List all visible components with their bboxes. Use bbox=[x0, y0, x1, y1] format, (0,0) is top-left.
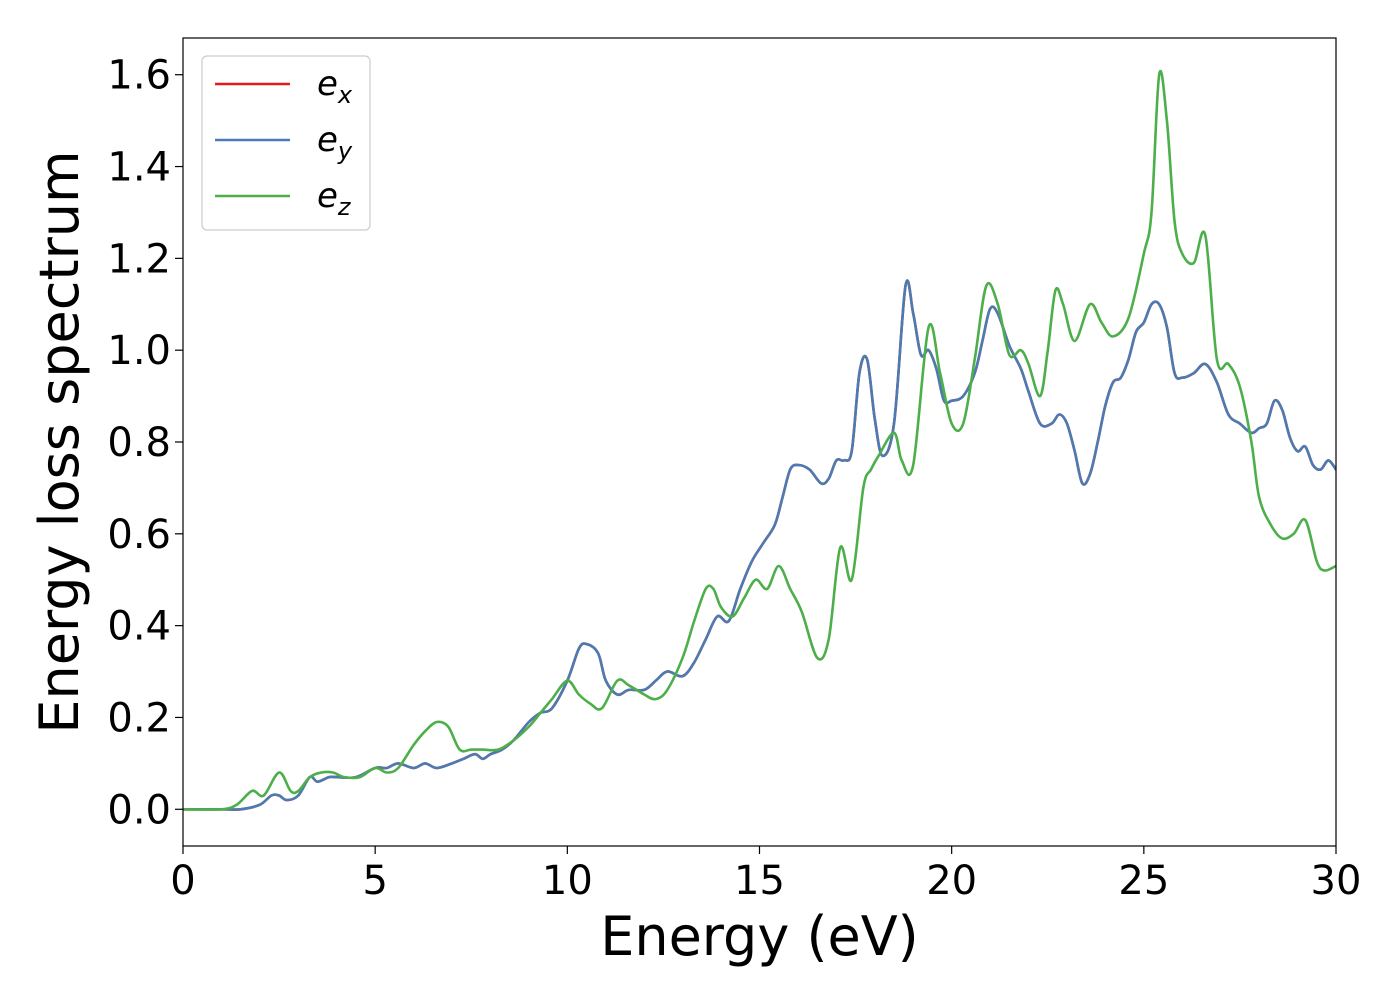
y-tick-label: 1.4 bbox=[107, 145, 171, 191]
x-axis-label: Energy (eV) bbox=[600, 905, 919, 968]
y-axis-label: Energy loss spectrum bbox=[28, 150, 91, 733]
tick-layer: 0 5 10 15 20 25 30 0.0 0.2 0.4 0.6 0.8 1.0 1.2 1.4 1.6 bbox=[107, 53, 1361, 904]
y-tick-label: 0.6 bbox=[107, 512, 171, 558]
legend: ex ey ez bbox=[201, 55, 371, 231]
x-tick-label: 10 bbox=[542, 858, 593, 904]
series-line-ez bbox=[183, 70, 1336, 811]
legend-label: ey bbox=[317, 120, 353, 165]
x-tick-label: 0 bbox=[170, 858, 195, 904]
x-tick-label: 25 bbox=[1118, 858, 1169, 904]
x-tick-label: 15 bbox=[734, 858, 785, 904]
x-tick-label: 5 bbox=[362, 858, 387, 904]
series-line-ey bbox=[183, 279, 1336, 811]
plot-layer bbox=[183, 70, 1336, 811]
y-tick-label: 0.4 bbox=[107, 604, 171, 650]
legend-label: ex bbox=[317, 64, 353, 109]
y-tick-label: 1.0 bbox=[107, 328, 171, 374]
y-tick-label: 0.2 bbox=[107, 695, 171, 741]
x-tick-label: 20 bbox=[926, 858, 977, 904]
y-tick-label: 1.2 bbox=[107, 236, 171, 282]
x-tick-label: 30 bbox=[1311, 858, 1362, 904]
legend-box bbox=[201, 55, 371, 231]
y-tick-label: 1.6 bbox=[107, 53, 171, 99]
legend-label: ez bbox=[317, 176, 352, 221]
y-tick-label: 0.8 bbox=[107, 420, 171, 466]
y-tick-label: 0.0 bbox=[107, 787, 171, 833]
